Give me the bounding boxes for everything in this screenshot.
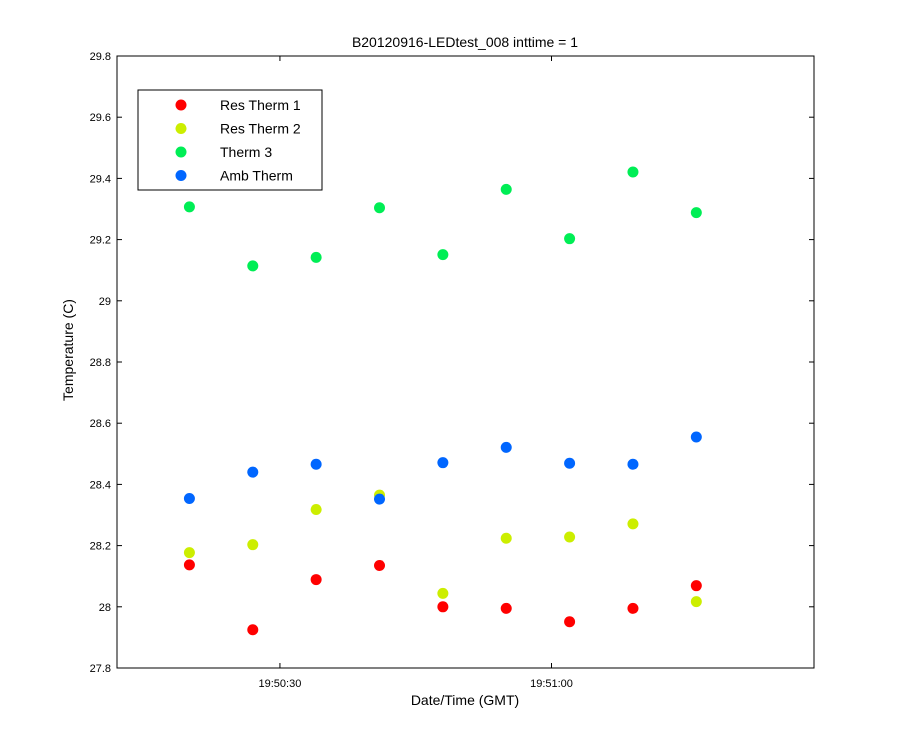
legend-label-res-therm-1: Res Therm 1 [220,97,301,113]
point-therm-3 [564,233,576,245]
chart-title: B20120916-LEDtest_008 inttime = 1 [352,34,578,50]
point-res-therm-1 [247,624,259,636]
y-tick-label: 28.8 [90,357,111,369]
point-therm-3 [183,201,195,213]
legend-box [137,89,323,191]
point-therm-3 [500,183,512,195]
y-axis-label: Temperature (C) [60,299,76,401]
legend-label-amb-therm: Amb Therm [220,168,293,184]
point-res-therm-2 [247,539,259,551]
y-tick-label: 28 [99,602,111,614]
y-tick-label: 28.6 [90,418,111,430]
point-res-therm-1 [183,559,195,571]
point-therm-3 [437,249,449,261]
point-therm-3 [247,260,259,272]
y-tick-label: 29.2 [90,235,111,247]
point-therm-3 [690,207,702,219]
y-tick-label: 29.6 [90,112,111,124]
point-res-therm-2 [690,596,702,608]
legend-marker-res-therm-2 [175,123,187,134]
y-tick-label: 29.4 [90,173,111,185]
point-therm-3 [374,202,386,214]
y-tick-label: 29.8 [90,51,111,63]
y-tick-label: 28.2 [90,541,111,553]
point-amb-therm [500,441,512,453]
point-res-therm-1 [500,602,512,614]
point-res-therm-1 [374,559,386,571]
point-res-therm-2 [627,518,639,530]
legend-marker-amb-therm [175,170,187,181]
point-amb-therm [183,492,195,504]
point-amb-therm [310,458,322,470]
legend-marker-res-therm-1 [175,99,187,111]
legend: Res Therm 1 Res Therm 2 Therm 3 Amb Therm [137,89,323,191]
point-res-therm-1 [437,601,449,613]
y-axis-ticks: 27.8 28 28.2 28.4 28.6 28.8 29 29.2 29.4 29.6 29.8 [90,51,814,675]
point-res-therm-2 [437,587,449,599]
point-therm-3 [310,251,322,263]
data-points [183,166,702,636]
y-tick-label: 29 [99,296,111,308]
x-axis-label: Date/Time (GMT) [411,692,519,708]
point-res-therm-1 [690,580,702,592]
point-amb-therm [247,466,259,478]
point-amb-therm [374,493,386,505]
point-therm-3 [627,166,639,178]
point-res-therm-2 [310,503,322,515]
point-res-therm-2 [183,547,195,559]
point-amb-therm [627,458,639,470]
point-amb-therm [437,457,449,469]
x-axis-ticks: 19:50:30 19:51:00 [259,56,573,690]
point-res-therm-2 [500,532,512,544]
legend-label-therm-3: Therm 3 [220,144,272,160]
point-amb-therm [564,457,576,469]
y-tick-label: 28.4 [90,479,111,491]
point-amb-therm [690,431,702,443]
point-res-therm-1 [310,574,322,586]
legend-marker-therm-3 [175,146,187,158]
point-res-therm-1 [564,616,576,628]
y-tick-label: 27.8 [90,663,111,675]
x-tick-label: 19:50:30 [259,678,302,690]
point-res-therm-2 [564,531,576,543]
point-res-therm-1 [627,602,639,614]
legend-label-res-therm-2: Res Therm 2 [220,121,301,137]
x-tick-label: 19:51:00 [530,678,573,690]
